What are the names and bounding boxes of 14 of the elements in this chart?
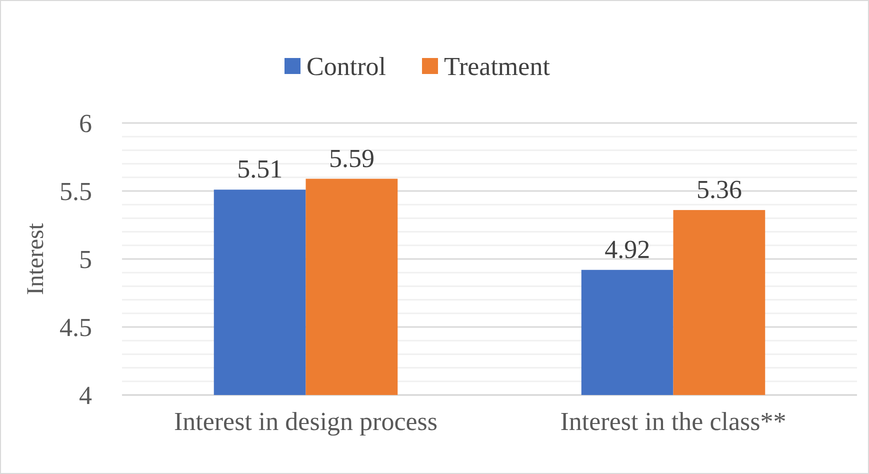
x-tick-label: Interest in design process <box>174 407 438 436</box>
data-label: 4.92 <box>604 234 650 264</box>
y-tick-label: 5.5 <box>60 177 92 206</box>
data-label: 5.36 <box>696 175 742 204</box>
legend-label: Control <box>306 52 386 81</box>
y-tick-label: 4 <box>79 381 92 410</box>
y-axis-title: Interest <box>23 222 49 295</box>
y-tick-label: 5 <box>79 245 92 274</box>
data-label: 5.59 <box>328 144 374 173</box>
y-tick-label: 6 <box>79 109 92 138</box>
data-label: 5.51 <box>237 154 283 184</box>
legend-label: Treatment <box>444 52 551 81</box>
x-tick-label: Interest in the class** <box>560 407 786 436</box>
y-tick-label: 4.5 <box>60 313 92 342</box>
